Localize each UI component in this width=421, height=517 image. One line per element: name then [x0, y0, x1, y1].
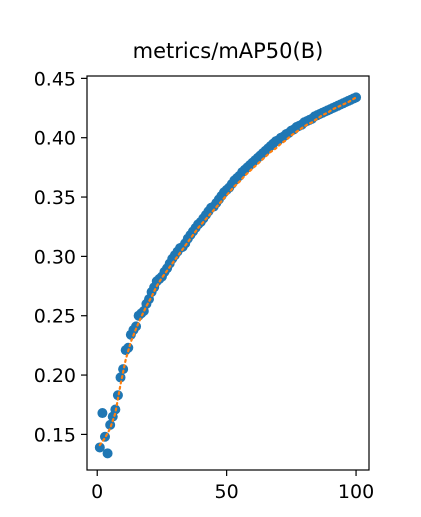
y-tick-label: 0.30	[34, 246, 76, 268]
y-tick-label: 0.15	[34, 424, 76, 446]
data-point	[97, 408, 108, 419]
y-tick-label: 0.40	[34, 128, 76, 150]
data-point	[102, 448, 113, 459]
y-tick-label: 0.25	[34, 306, 76, 328]
plot-area	[94, 92, 362, 459]
data-point	[105, 419, 116, 430]
x-axis: 0 50 100	[91, 470, 374, 503]
x-tick-label: 0	[91, 481, 103, 503]
data-point	[112, 390, 123, 401]
y-axis: 0.15 0.20 0.25 0.30 0.35 0.40 0.45	[34, 68, 87, 446]
chart-title: metrics/mAP50(B)	[133, 39, 324, 63]
data-point	[351, 92, 362, 103]
data-point	[118, 364, 129, 375]
y-tick-label: 0.35	[34, 187, 76, 209]
x-tick-label: 50	[215, 481, 239, 503]
smooth-line	[98, 96, 358, 447]
data-point	[115, 372, 126, 383]
data-point	[94, 442, 105, 453]
y-tick-label: 0.45	[34, 68, 76, 90]
y-tick-label: 0.20	[34, 365, 76, 387]
plot-frame	[86, 75, 370, 471]
x-tick-label: 100	[338, 481, 374, 503]
data-point	[99, 431, 110, 442]
